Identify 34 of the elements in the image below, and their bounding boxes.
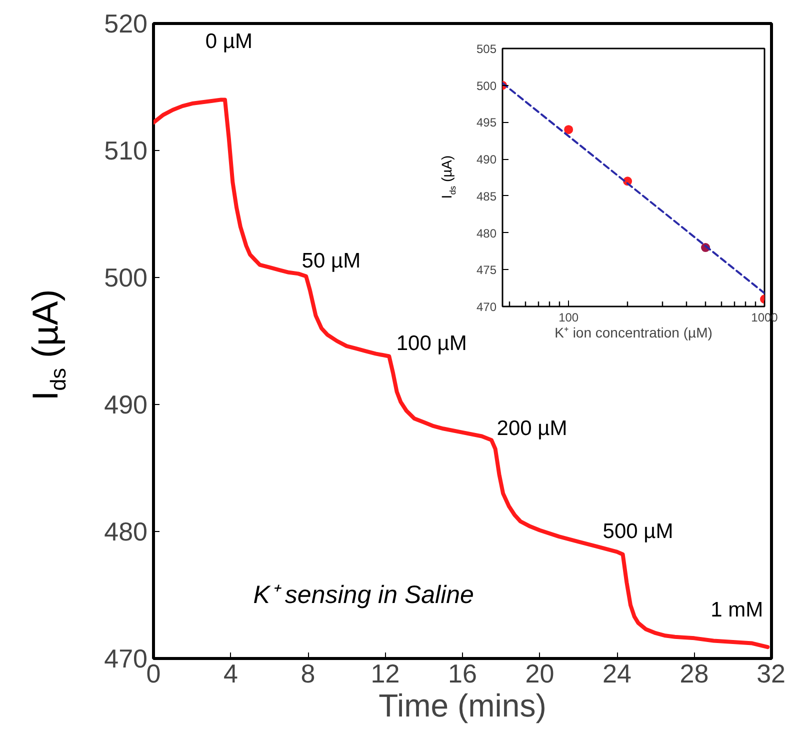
x-axis-title: Time (mins) [378,688,546,724]
y-tick-label: 485 [476,189,497,204]
x-tick-label: 12 [370,658,400,688]
y-tick-label: 480 [476,226,497,240]
y-tick-label: 480 [104,516,148,546]
y-tick-label: 520 [104,8,148,38]
x-tick-label: 24 [602,658,632,688]
x-tick-label: 20 [525,658,554,688]
y-tick-label: 470 [104,644,148,674]
y-tick-label: 475 [476,263,497,278]
x-tick-label: 0 [146,658,161,688]
x-tick-label: 16 [448,658,477,688]
annotation: 0 µM [205,30,252,53]
y-tick-label: 470 [476,300,497,314]
y-tick-label: 500 [476,78,497,93]
y-tick-label: 510 [104,136,148,166]
annotation: 200 µM [496,417,568,440]
y-tick-label: 495 [476,116,497,130]
y-tick-label: 505 [476,42,497,56]
annotation: 100 µM [396,332,467,356]
point [564,125,574,134]
y-tick-label: 490 [476,152,497,167]
x-axis-title: K⁺ ion concentration (µM) [554,324,712,340]
annotation: K⁺ sensing in Saline [253,581,474,609]
x-tick-label: 32 [756,658,785,688]
annotation: 500 µM [602,520,674,543]
x-tick-label: 100 [558,310,579,324]
x-tick-label: 28 [680,658,709,688]
annotation: 50 µM [302,249,361,272]
annotation: 1 mM [710,598,764,622]
x-tick-label: 8 [300,658,316,688]
y-tick-label: 500 [104,262,148,292]
x-tick-label: 4 [224,658,238,688]
y-tick-label: 490 [104,390,148,420]
